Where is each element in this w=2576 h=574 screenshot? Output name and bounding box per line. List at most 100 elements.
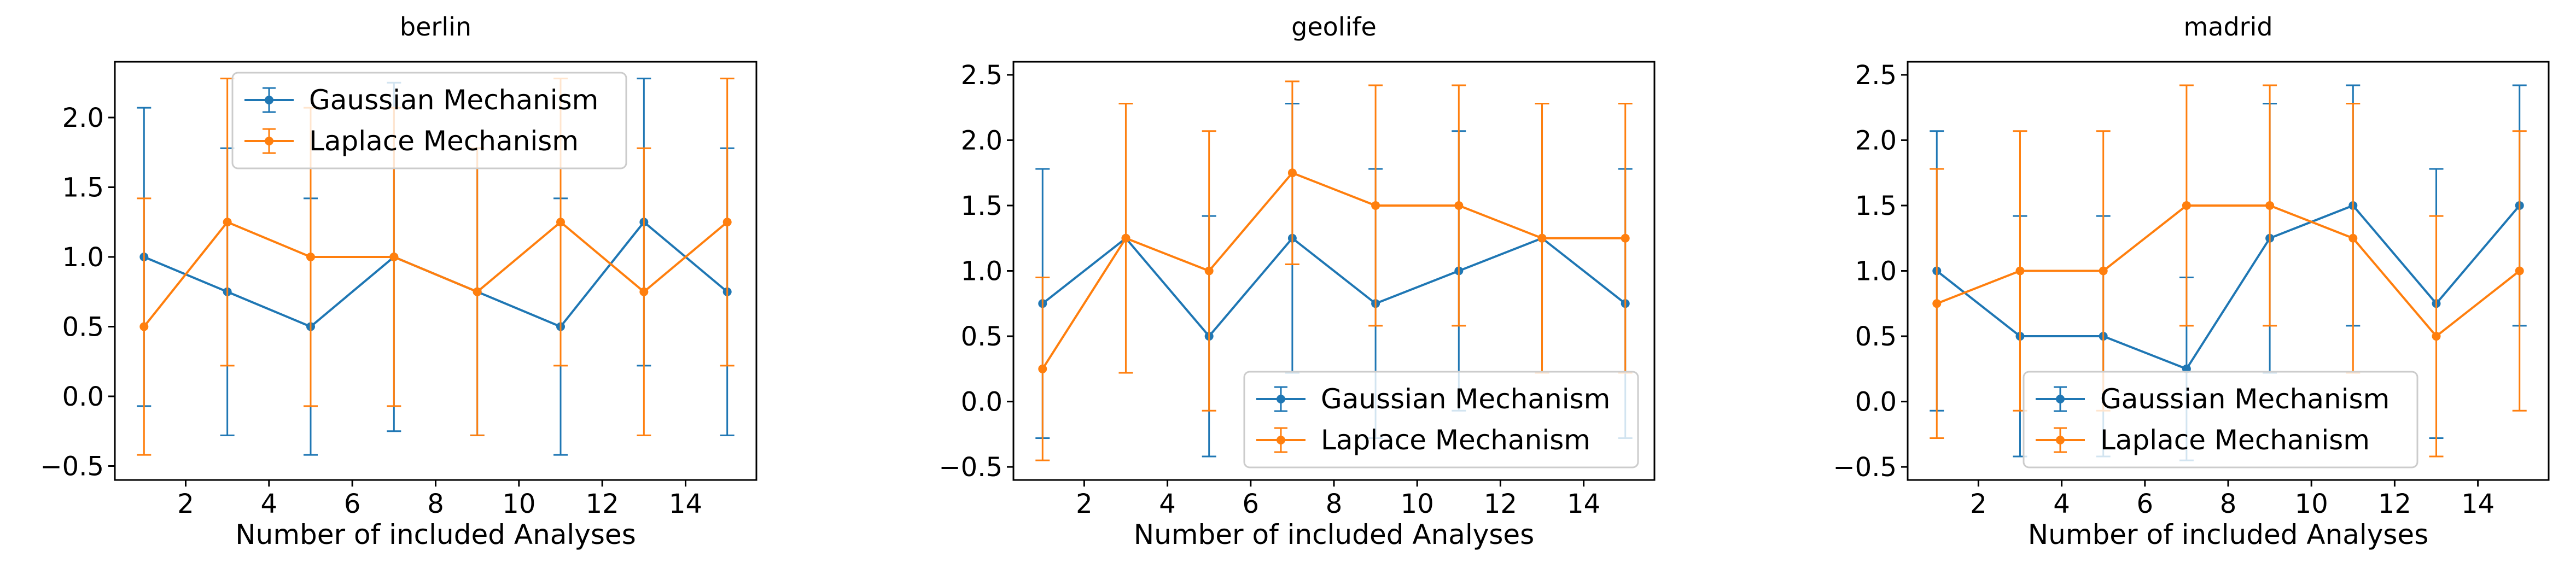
data-point [2099,266,2108,276]
data-point [306,253,315,261]
legend-swatch-marker [265,137,273,145]
y-tick-label: 1.0 [961,256,1003,287]
chart-panel-madrid: madrid 2 4 6 8 10 12 14 −0.5 0.0 0.5 1.0 1.5 2.0 2.5 Nu… [1833,12,2550,550]
data-point [1038,364,1047,373]
legend-swatch-marker [265,96,273,104]
x-tick-label: 8 [2220,489,2237,519]
y-tick-label: 2.0 [1855,125,1897,156]
x-tick-label: 6 [1243,489,1260,519]
y-tick-label: 0.5 [961,321,1003,352]
legend-entry-gaussian: Gaussian Mechanism [244,84,598,116]
legend-swatch-marker [2056,436,2065,444]
data-point [1287,168,1297,178]
legend: Gaussian Mechanism Laplace Mechanism [231,72,627,169]
y-tick-label: −0.5 [939,452,1003,483]
x-tick-label: 4 [2053,489,2070,519]
legend-label: Laplace Mechanism [1321,424,1590,456]
data-point [139,322,149,331]
data-point [1454,201,1464,210]
chart-title: berlin [400,12,471,42]
x-tick-label: 2 [177,489,194,519]
x-tick-label: 12 [586,489,619,519]
y-tick-label: 2.0 [62,103,104,133]
y-tick-label: 0.5 [62,312,104,343]
y-tick-label: 0.0 [62,382,104,412]
x-axis-label: Number of included Analyses [235,519,636,550]
legend-box [231,72,627,169]
chart-title: geolife [1291,12,1377,42]
data-point [389,253,399,261]
data-point [2348,233,2358,243]
y-tick-label: −0.5 [40,452,104,482]
x-tick-label: 4 [261,489,278,519]
legend-swatch-marker [2056,395,2065,403]
legend-entry-laplace: Laplace Mechanism [244,125,579,157]
data-point [2515,266,2524,276]
legend-swatch-marker [1277,436,1285,444]
data-point [223,218,232,227]
y-tick-label: 1.5 [1855,191,1897,221]
series-line [143,220,728,327]
legend-entry-gaussian: Gaussian Mechanism [2036,383,2389,415]
legend: Gaussian Mechanism Laplace Mechanism [1243,371,1639,468]
series-laplace [1035,80,1633,461]
x-tick-label: 14 [669,489,702,519]
chart-panel-geolife: geolife 2 4 6 8 10 12 14 −0.5 0.0 0.5 1.0 1.5 2.0 2.5 N… [939,12,1656,550]
x-tick-label: 10 [502,489,535,519]
x-tick-label: 2 [1970,489,1987,519]
x-tick-label: 8 [1326,489,1343,519]
data-point [1204,266,1214,276]
x-tick-label: 12 [2378,489,2411,519]
y-tick-label: 2.5 [1855,60,1897,91]
series-line [1936,204,2521,371]
data-point [1121,233,1130,243]
x-tick-label: 14 [1567,489,1600,519]
data-point [2265,201,2275,210]
x-tick-label: 6 [344,489,361,519]
legend-swatch-marker [1277,395,1285,403]
data-point [1537,233,1547,243]
y-tick-label: 0.0 [1855,387,1897,418]
data-point [473,287,482,296]
data-point [2015,266,2025,276]
x-tick-label: 12 [1484,489,1517,519]
y-tick-label: 2.0 [961,125,1003,156]
data-point [2182,201,2191,210]
y-tick-label: 1.5 [961,191,1003,221]
legend-label: Laplace Mechanism [2100,424,2370,456]
data-point [639,287,649,296]
data-point [556,218,566,227]
y-tick-label: 0.0 [961,387,1003,418]
x-tick-label: 2 [1076,489,1093,519]
legend: Gaussian Mechanism Laplace Mechanism [2023,371,2418,468]
x-axis-label: Number of included Analyses [2028,519,2429,550]
chart-title: madrid [2183,12,2272,42]
series-line [1042,236,1626,338]
x-tick-label: 8 [427,489,444,519]
data-point [1621,233,1630,243]
x-tick-label: 6 [2137,489,2154,519]
y-tick-label: −0.5 [1833,452,1897,483]
x-tick-label: 14 [2461,489,2495,519]
x-axis-label: Number of included Analyses [1134,519,1535,550]
data-point [722,218,732,227]
legend-entry-laplace: Laplace Mechanism [1256,424,1590,456]
data-point [1371,201,1380,210]
legend-entry-laplace: Laplace Mechanism [2036,424,2370,456]
legend-label: Gaussian Mechanism [2100,383,2389,415]
x-tick-label: 4 [1159,489,1176,519]
series-line [1041,171,1625,370]
series-line [1936,204,2520,338]
x-tick-label: 10 [2295,489,2328,519]
legend-entry-gaussian: Gaussian Mechanism [1256,383,1610,415]
legend-box [2023,371,2418,468]
legend-label: Laplace Mechanism [309,125,579,157]
legend-box [1243,371,1639,468]
legend-label: Gaussian Mechanism [1321,383,1610,415]
y-tick-label: 1.0 [1855,256,1897,287]
y-tick-label: 2.5 [961,60,1003,91]
y-tick-label: 1.0 [62,242,104,273]
data-point [1932,299,1942,308]
data-point [2432,332,2441,341]
